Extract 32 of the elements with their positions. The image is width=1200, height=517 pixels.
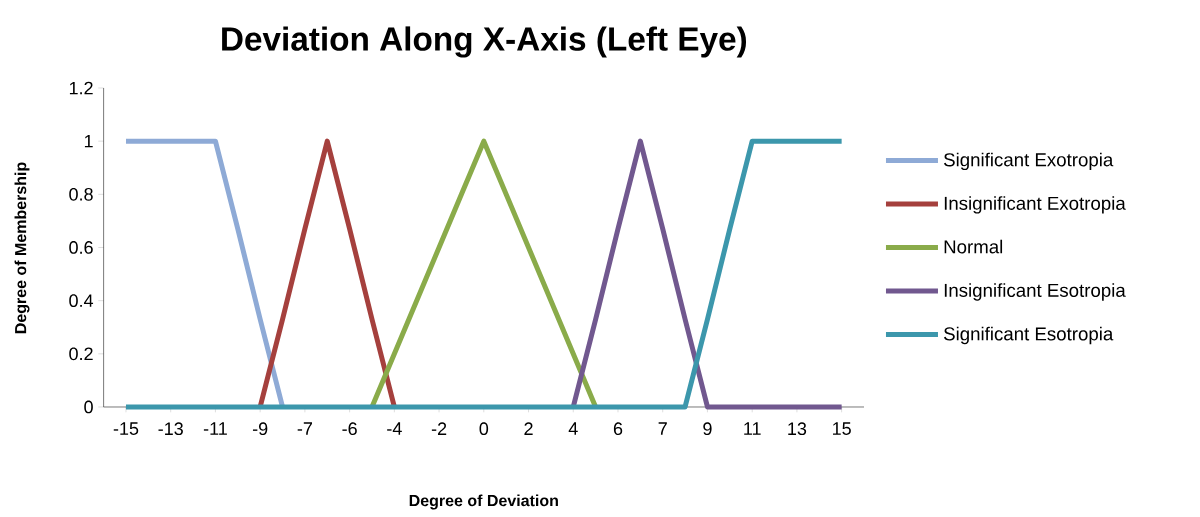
y-tick-label: 0.4: [69, 294, 94, 308]
x-tick-label: 11: [744, 422, 761, 435]
y-tick-label: 0: [84, 400, 93, 414]
legend-label: Insignificant Esotropia: [944, 283, 1126, 301]
y-tick-label: 0.6: [69, 241, 93, 254]
x-tick-label: -2: [431, 422, 447, 435]
x-tick-label: -9: [252, 422, 268, 436]
x-tick-label: 4: [568, 422, 578, 435]
x-tick-label: -4: [387, 422, 402, 435]
legend-label: Normal: [944, 239, 1003, 254]
y-tick-label: 1.2: [69, 81, 93, 95]
x-tick-label: -11: [203, 422, 227, 435]
x-tick-label: 0: [479, 422, 489, 436]
legend-label: Significant Exotropia: [944, 152, 1114, 171]
x-tick-label: -13: [158, 422, 183, 436]
legend-label: Significant Esotropia: [944, 326, 1114, 345]
x-tick-label: -7: [297, 422, 312, 435]
x-tick-label: 6: [613, 422, 623, 436]
chart-title: Deviation Along X-Axis (Left Eye): [222, 26, 747, 58]
x-tick-label: 2: [524, 422, 533, 435]
x-tick-label: -15: [113, 422, 139, 435]
y-tick-label: 1: [84, 134, 93, 148]
x-tick-label: 13: [788, 422, 807, 436]
x-tick-label: 15: [833, 422, 851, 435]
x-tick-label: 7: [658, 422, 667, 435]
y-tick-label: 0.2: [69, 347, 93, 361]
x-tick-label: -6: [342, 422, 357, 436]
y-axis-title: Degree of Membership: [14, 162, 30, 334]
x-axis-title: Degree of Deviation: [409, 494, 558, 510]
x-tick-label: 9: [703, 422, 712, 436]
y-tick-label: 0.8: [69, 187, 93, 201]
legend-label: Insignificant Exotropia: [944, 196, 1126, 214]
